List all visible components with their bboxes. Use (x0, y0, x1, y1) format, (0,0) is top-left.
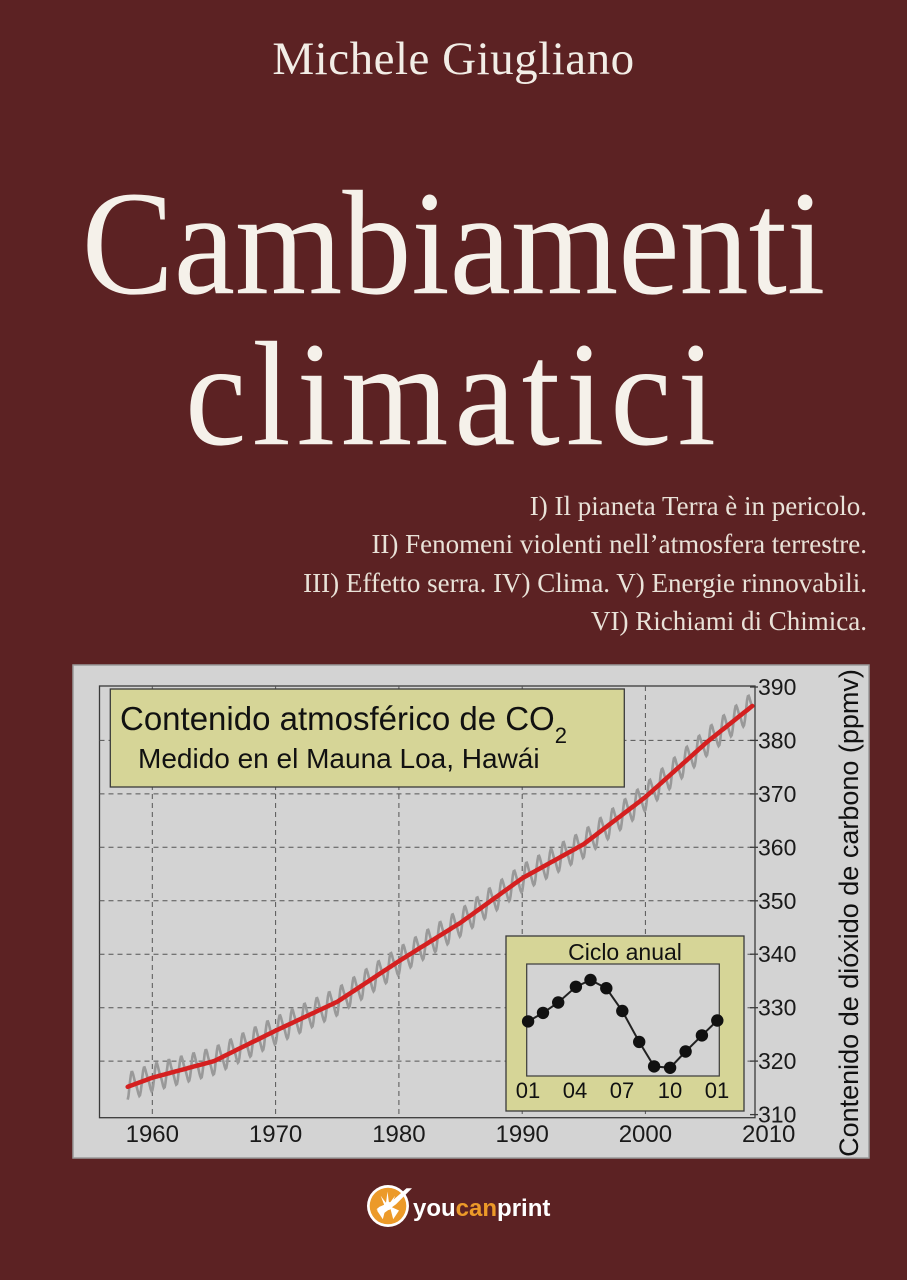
svg-text:330: 330 (758, 995, 796, 1021)
svg-text:youcanprint: youcanprint (413, 1195, 550, 1222)
svg-text:01: 01 (516, 1078, 540, 1103)
svg-text:07: 07 (610, 1078, 634, 1103)
svg-text:01: 01 (705, 1078, 729, 1103)
svg-text:1960: 1960 (126, 1121, 179, 1148)
svg-text:390: 390 (758, 674, 796, 700)
svg-text:Contenido de dióxido de carbon: Contenido de dióxido de carbono (ppmv) (834, 669, 864, 1157)
svg-text:370: 370 (758, 781, 796, 807)
svg-text:04: 04 (563, 1078, 587, 1103)
svg-text:320: 320 (758, 1048, 796, 1074)
svg-text:1970: 1970 (249, 1121, 302, 1148)
svg-text:360: 360 (758, 834, 796, 860)
svg-text:Medido en el Mauna Loa, Hawái: Medido en el Mauna Loa, Hawái (138, 743, 540, 774)
svg-text:10: 10 (658, 1078, 682, 1103)
svg-text:380: 380 (758, 727, 796, 753)
svg-text:1990: 1990 (496, 1121, 549, 1148)
svg-text:340: 340 (758, 941, 796, 967)
svg-text:350: 350 (758, 888, 796, 914)
svg-text:Ciclo anual: Ciclo anual (568, 939, 682, 965)
svg-text:2000: 2000 (619, 1121, 672, 1148)
svg-text:1980: 1980 (372, 1121, 425, 1148)
svg-text:310: 310 (758, 1102, 796, 1128)
